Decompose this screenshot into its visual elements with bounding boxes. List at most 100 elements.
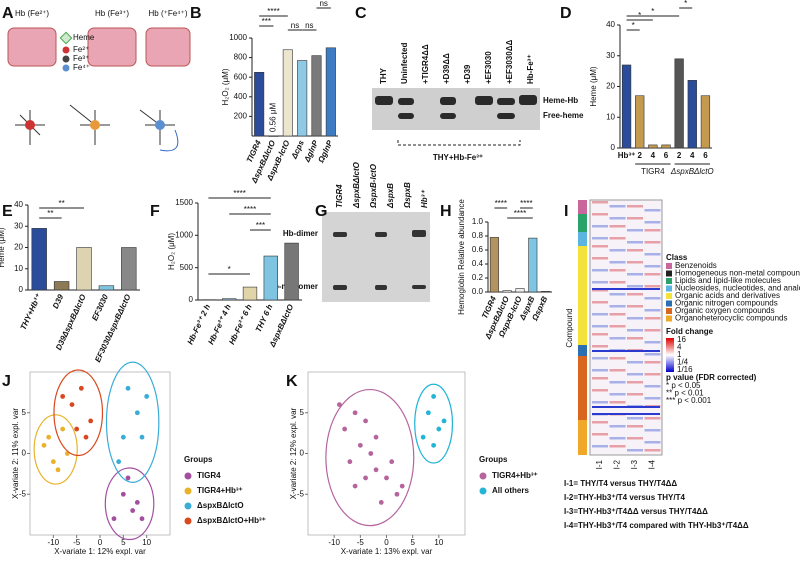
y-tick-label: 5: [300, 408, 305, 417]
x-axis-label: X-variate 1: 12% expl. var: [54, 547, 146, 556]
lane-label: +EF3030: [484, 51, 493, 84]
x-tick-label: THY 6 h: [254, 303, 275, 334]
gel-caption: THY+Hb-Fe³⁺: [433, 153, 483, 162]
legend-swatch: [666, 263, 672, 269]
legend-label: TIGR4+Hb³⁺: [492, 471, 538, 480]
plot-area: [307, 371, 466, 536]
legend-icon: [62, 46, 70, 54]
heatmap-cell: [609, 401, 626, 404]
heatmap-cell: [627, 361, 643, 364]
bar: [284, 242, 299, 301]
data-point: [134, 410, 140, 416]
y-tick-label: 0: [19, 285, 24, 294]
y-tick-label: 20: [14, 243, 23, 252]
y-tick-label: 0: [22, 449, 27, 458]
data-point: [373, 467, 379, 473]
data-point: [441, 418, 447, 424]
data-point: [55, 467, 61, 473]
colorbar-label: 16: [677, 335, 686, 344]
data-point: [389, 459, 395, 465]
heatmap-cell: [644, 449, 661, 452]
class-strip: [578, 345, 587, 356]
heatmap-cell: [592, 377, 608, 380]
group-label: ΔspxBΔlctO: [670, 167, 714, 176]
legend-label: Heme: [73, 33, 95, 42]
legend-icon: [62, 55, 70, 63]
y-tick-label: 200: [234, 112, 248, 121]
heatmap-cell: [609, 261, 626, 264]
legend-label: Organic nitrogen compounds: [675, 299, 778, 308]
legend-marker: [184, 517, 192, 525]
y-tick-label: 10: [14, 264, 23, 273]
heatmap-cell: [627, 437, 643, 440]
column-label: I-1: [595, 459, 604, 469]
x-tick-label: 4: [651, 151, 656, 160]
legend-label: Fe⁴⁺: [73, 63, 90, 72]
data-point: [347, 459, 353, 465]
data-point: [378, 500, 384, 505]
legend-swatch: [666, 285, 672, 292]
heatmap-cell: [609, 237, 626, 240]
data-point: [125, 475, 131, 481]
legend-title: Groups: [184, 455, 213, 464]
x-tick-label: 10: [434, 538, 443, 547]
data-point: [120, 491, 126, 497]
heatmap-cell: [627, 305, 643, 308]
significance-label: **: [58, 199, 64, 208]
data-point: [352, 410, 358, 416]
legend-swatch: [666, 278, 672, 284]
x-tick-label: -10: [48, 538, 60, 547]
lane-label: +EF3030ΔΔ: [505, 40, 514, 84]
structure-title: Hb (Fe³⁺): [95, 9, 129, 18]
x-tick-label: 10: [142, 538, 151, 547]
significance-label: ****: [267, 7, 279, 16]
heatmap-cell: [592, 288, 660, 290]
legend-title: Class: [666, 253, 688, 262]
class-strip: [578, 232, 587, 246]
colorbar-label: 1: [677, 350, 682, 359]
legend-marker: [479, 487, 487, 495]
bar: [661, 144, 671, 149]
heatmap-cell: [609, 249, 626, 252]
data-point: [125, 385, 131, 391]
heatmap-cell: [609, 437, 626, 440]
bracket: [397, 140, 521, 146]
heme-icon: [7, 27, 57, 67]
legend-label: Fe³⁺: [73, 54, 89, 63]
significance-label: ns: [305, 21, 313, 30]
heatmap-cell: [609, 313, 626, 316]
panel-letter: D: [560, 5, 572, 22]
lane-label: +D39: [463, 64, 472, 84]
panel-letter: F: [150, 203, 160, 220]
heatmap-cell: [644, 329, 661, 332]
y-tick-label: 400: [234, 92, 248, 101]
significance-label: ***: [262, 17, 271, 26]
heatmap-cell: [609, 337, 626, 340]
definition: I-3=THY-Hb3⁺/T4ΔΔ versus THY/T4ΔΔ: [564, 507, 708, 516]
significance-label: ns: [291, 21, 299, 30]
bar: [121, 247, 137, 291]
heatmap-cell: [627, 337, 643, 340]
heatmap: [578, 199, 663, 456]
legend-label: ΔspxBΔlctO: [197, 501, 244, 510]
bar: [502, 290, 512, 293]
x-tick-label: 6: [703, 151, 708, 160]
heatmap-cell: [592, 421, 608, 424]
lane-label: Hb-Fe³⁺: [526, 54, 535, 84]
y-axis-label: Heme (μM): [0, 227, 6, 268]
heatmap-cell: [644, 385, 661, 388]
data-point: [342, 426, 348, 432]
heatmap-cell: [644, 309, 661, 312]
class-strip: [578, 246, 587, 345]
y-tick-label: 0.8: [472, 231, 484, 240]
data-point: [83, 434, 89, 440]
y-tick-label: 1.0: [472, 217, 484, 226]
x-tick-label: 0: [384, 538, 389, 547]
band-label: Hb-dimer: [283, 229, 318, 238]
data-point: [139, 434, 145, 440]
heatmap-cell: [644, 353, 661, 356]
legend-label: Organoheterocyclic compounds: [675, 314, 788, 323]
lane-label: ΔspxBΔlctO: [352, 161, 361, 209]
x-tick-label: 5: [121, 538, 126, 547]
legend-swatch: [666, 315, 672, 322]
